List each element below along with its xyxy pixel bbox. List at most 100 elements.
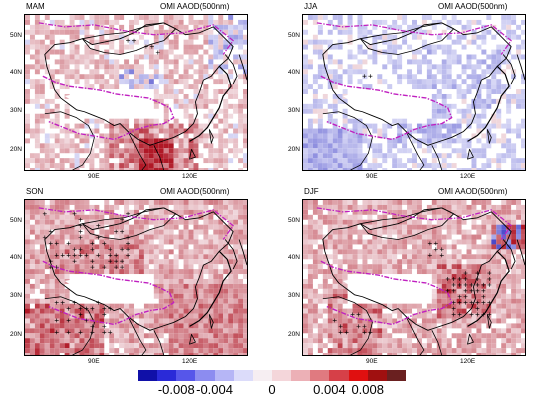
grid-cell: [228, 259, 234, 265]
grid-cell: [238, 54, 244, 60]
grid-cell: [491, 249, 497, 255]
grid-cell: [342, 148, 348, 154]
grid-cell: [317, 204, 323, 210]
grid-cell: [64, 128, 70, 134]
grid-cell: [322, 298, 328, 304]
grid-cell: [29, 209, 35, 215]
grid-cell: [129, 158, 135, 164]
grid-cell: [466, 274, 472, 279]
grid-cell: [183, 288, 189, 294]
grid-cell: [456, 278, 462, 284]
grid-cell: [243, 239, 247, 245]
grid-cell: [412, 244, 417, 250]
grid-cell: [516, 200, 522, 205]
grid-cell: [303, 138, 308, 144]
grid-cell: [233, 269, 239, 275]
grid-cell: [94, 224, 100, 230]
grid-cell: [129, 338, 135, 344]
significance-cross: [54, 318, 59, 323]
grid-cell: [119, 239, 125, 245]
grid-cell: [471, 209, 477, 215]
grid-cell: [412, 264, 417, 270]
grid-cell: [496, 84, 502, 90]
grid-cell: [243, 333, 247, 339]
grid-cell: [421, 323, 427, 329]
grid-cell: [461, 338, 467, 344]
grid-cell: [233, 278, 239, 284]
grid-cell: [119, 219, 125, 225]
grid-cell: [471, 298, 477, 304]
grid-cell: [143, 138, 149, 144]
grid-cell: [223, 143, 229, 149]
grid-cell: [223, 214, 229, 220]
grid-cell: [138, 313, 144, 319]
grid-cell: [238, 298, 244, 304]
grid-cell: [337, 343, 343, 349]
grid-cell: [461, 93, 467, 99]
grid-cell: [134, 343, 139, 349]
grid-cell: [163, 15, 169, 20]
grid-cell: [402, 303, 408, 309]
grid-cell: [218, 148, 224, 154]
grid-cell: [372, 308, 378, 314]
grid-cell: [188, 278, 194, 284]
grid-cell: [327, 200, 333, 205]
grid-cell: [44, 278, 50, 284]
grid-cell: [312, 229, 318, 235]
grid-cell: [69, 54, 75, 60]
grid-cell: [303, 69, 308, 75]
grid-cell: [114, 138, 120, 144]
grid-cell: [34, 239, 40, 245]
grid-cell: [148, 153, 154, 159]
grid-cell: [382, 158, 388, 164]
grid-cell: [516, 323, 522, 329]
grid-cell: [362, 313, 368, 319]
grid-cell: [506, 200, 512, 205]
grid-cell: [104, 39, 110, 45]
grid-cell: [436, 123, 442, 129]
grid-cell: [148, 200, 154, 205]
grid-cell: [397, 239, 403, 245]
grid-cell: [352, 158, 358, 164]
grid-cell: [521, 89, 525, 94]
grid-cell: [337, 308, 343, 314]
grid-cell: [203, 15, 209, 20]
significance-cross: [78, 312, 83, 317]
grid-cell: [407, 204, 413, 210]
significance-cross: [463, 294, 468, 299]
grid-cell: [372, 209, 378, 215]
grid-cell: [501, 278, 507, 284]
grid-cell: [441, 234, 447, 240]
grid-cell: [412, 158, 417, 164]
aaod-map: [25, 200, 247, 355]
grid-cell: [307, 293, 313, 299]
grid-cell: [352, 64, 358, 70]
grid-cell: [168, 89, 174, 94]
grid-cell: [461, 298, 467, 304]
grid-cell: [412, 303, 417, 309]
grid-cell: [456, 353, 462, 355]
grid-cell: [109, 29, 115, 35]
grid-cell: [84, 259, 90, 265]
grid-cell: [303, 239, 308, 245]
grid-cell: [198, 288, 204, 294]
grid-cell: [228, 24, 234, 30]
grid-cell: [104, 168, 110, 170]
grid-cell: [416, 64, 422, 70]
grid-cell: [486, 123, 492, 129]
grid-cell: [153, 158, 159, 164]
grid-cell: [173, 138, 179, 144]
grid-cell: [163, 338, 169, 344]
grid-cell: [486, 224, 492, 230]
grid-cell: [446, 308, 452, 314]
grid-cell: [466, 254, 472, 260]
grid-cell: [39, 348, 45, 354]
grid-cell: [397, 54, 403, 60]
grid-cell: [148, 148, 154, 154]
grid-cell: [99, 34, 105, 40]
grid-cell: [228, 338, 234, 344]
grid-cell: [79, 308, 85, 314]
grid-cell: [511, 234, 517, 240]
grid-cell: [362, 49, 368, 55]
grid-cell: [79, 209, 85, 215]
